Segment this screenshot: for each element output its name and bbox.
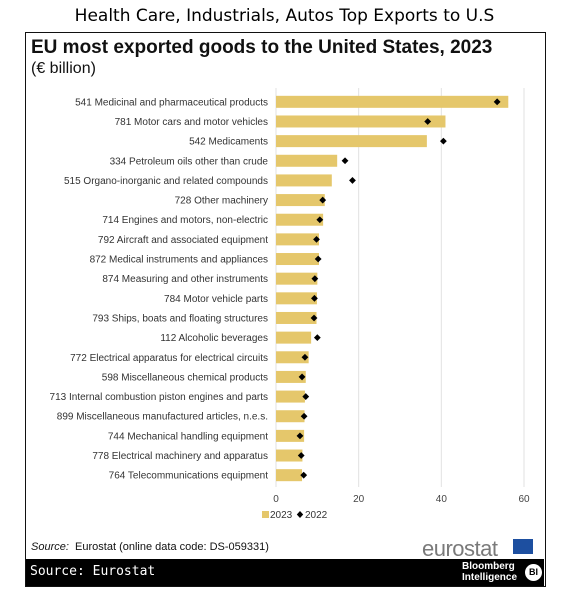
- marker-2022: [314, 255, 322, 263]
- chart-frame: EU most exported goods to the United Sta…: [25, 32, 546, 587]
- bar-2023: [276, 351, 309, 364]
- bar-2023: [276, 410, 305, 423]
- bar-2023: [276, 174, 332, 187]
- legend-label-2023: 2023: [270, 510, 293, 521]
- category-label: 728 Other machinery: [175, 196, 268, 207]
- marker-2022: [493, 98, 501, 106]
- bar-2023: [276, 370, 306, 383]
- page-title: Health Care, Industrials, Autos Top Expo…: [74, 6, 495, 26]
- category-label: 792 Aircraft and associated equipment: [98, 235, 268, 246]
- bar-2023: [276, 292, 317, 305]
- category-label: 764 Telecommunications equipment: [109, 471, 269, 482]
- bloomberg-logo: Bloomberg Intelligence: [462, 561, 517, 583]
- x-tick-label: 20: [353, 494, 365, 505]
- source-label: Source:: [31, 541, 69, 553]
- chart-title: EU most exported goods to the United Sta…: [31, 37, 493, 58]
- marker-2022: [313, 334, 321, 342]
- marker-2022: [341, 157, 349, 165]
- category-label: 112 Alcoholic beverages: [160, 333, 268, 344]
- marker-2022: [316, 216, 324, 224]
- category-label: 334 Petroleum oils other than crude: [110, 156, 269, 167]
- marker-2022: [319, 196, 327, 204]
- marker-2022: [300, 471, 308, 479]
- bar-2023: [276, 194, 325, 207]
- category-label: 784 Motor vehicle parts: [164, 294, 268, 305]
- category-label: 872 Medical instruments and appliances: [90, 255, 268, 266]
- category-label: 714 Engines and motors, non-electric: [102, 215, 268, 226]
- category-label: 778 Electrical machinery and apparatus: [92, 451, 268, 462]
- category-label: 793 Ships, boats and floating structures: [92, 313, 268, 324]
- bar-2023: [276, 213, 324, 226]
- marker-2022: [302, 393, 310, 400]
- bar-2023: [276, 390, 305, 403]
- bar-2023: [276, 115, 446, 128]
- bar-2023: [276, 272, 318, 285]
- legend-swatch-2023: [262, 511, 269, 518]
- category-label: 874 Measuring and other instruments: [102, 274, 268, 285]
- footer-bar: Source: Eurostat Bloomberg Intelligence …: [26, 559, 544, 586]
- x-tick-label: 40: [436, 494, 448, 505]
- bar-2023: [276, 449, 303, 462]
- bi-badge-icon: BI: [525, 564, 542, 581]
- eurostat-logo: eurostat: [422, 536, 498, 561]
- category-label: 899 Miscellaneous manufactured articles,…: [57, 412, 268, 423]
- category-label: 542 Medicaments: [189, 137, 268, 148]
- marker-2022: [296, 432, 304, 440]
- x-tick-label: 60: [518, 494, 530, 505]
- category-label: 713 Internal combustion piston engines a…: [50, 392, 268, 403]
- eu-flag-icon: [513, 539, 533, 554]
- category-label: 598 Miscellaneous chemical products: [102, 372, 268, 383]
- bar-2023: [276, 95, 509, 108]
- marker-2022: [301, 353, 309, 361]
- bar-2023: [276, 331, 312, 344]
- bar-2023: [276, 135, 427, 148]
- category-label: 515 Organo-inorganic and related compoun…: [64, 176, 268, 187]
- footer-source: Source: Eurostat: [30, 564, 156, 579]
- bloomberg-line1: Bloomberg: [462, 561, 515, 572]
- category-label: 541 Medicinal and pharmaceutical product…: [75, 97, 268, 108]
- source-text: Eurostat (online data code: DS-059331): [75, 541, 269, 553]
- legend-marker-2022: [296, 511, 304, 518]
- marker-2022: [311, 294, 318, 302]
- chart-subtitle: (€ billion): [31, 60, 96, 77]
- category-label: 772 Electrical apparatus for electrical …: [70, 353, 268, 364]
- marker-2022: [313, 235, 320, 243]
- legend-label-2022: 2022: [305, 510, 328, 521]
- bar-2023: [276, 311, 317, 324]
- marker-2022: [440, 137, 447, 145]
- marker-2022: [300, 412, 308, 420]
- bar-2023: [276, 253, 319, 266]
- bar-2023: [276, 154, 338, 167]
- marker-2022: [349, 177, 356, 184]
- marker-2022: [310, 314, 318, 322]
- bar-2023: [276, 469, 303, 482]
- marker-2022: [298, 373, 306, 381]
- bar-chart: 541 Medicinal and pharmaceutical product…: [50, 88, 530, 521]
- marker-2022: [297, 452, 305, 459]
- bar-2023: [276, 233, 319, 246]
- x-tick-label: 0: [273, 494, 279, 505]
- chart-source: Source: Eurostat (online data code: DS-0…: [31, 541, 269, 553]
- bloomberg-line2: Intelligence: [462, 572, 518, 583]
- category-label: 781 Motor cars and motor vehicles: [115, 117, 268, 128]
- marker-2022: [424, 118, 432, 125]
- category-label: 744 Mechanical handling equipment: [108, 431, 268, 442]
- bar-2023: [276, 429, 305, 442]
- marker-2022: [311, 275, 319, 283]
